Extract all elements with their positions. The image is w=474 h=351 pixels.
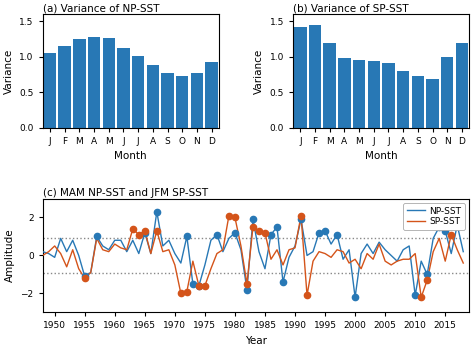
NP-SST (430, 236, 436, 240)
SP-SST (448, 232, 454, 237)
SP-SST (40, 253, 46, 258)
NP-SST (154, 210, 160, 214)
Bar (456, 43, 468, 128)
Bar (411, 76, 424, 128)
Bar (146, 65, 159, 128)
Bar (44, 53, 56, 128)
SP-SST (419, 295, 424, 299)
Bar (397, 71, 410, 128)
SP-SST (100, 248, 106, 252)
Y-axis label: Variance: Variance (254, 48, 264, 94)
SP-SST (460, 261, 466, 265)
NP-SST (250, 217, 256, 221)
SP-SST (250, 225, 256, 229)
Bar (426, 79, 439, 128)
Line: NP-SST: NP-SST (43, 212, 463, 297)
Bar (309, 25, 321, 128)
Bar (323, 43, 336, 128)
Bar (88, 37, 100, 128)
Bar (161, 73, 174, 128)
Bar (205, 62, 218, 128)
Bar (58, 46, 71, 128)
X-axis label: Month: Month (365, 152, 397, 161)
Legend: NP-SST, SP-SST: NP-SST, SP-SST (403, 203, 465, 230)
SP-SST (52, 244, 57, 248)
Bar (132, 56, 145, 128)
NP-SST (52, 255, 57, 259)
Bar (73, 39, 86, 128)
NP-SST (298, 217, 304, 221)
Line: SP-SST: SP-SST (43, 216, 463, 297)
X-axis label: Year: Year (245, 336, 267, 346)
Bar (367, 61, 380, 128)
Bar (294, 27, 307, 128)
NP-SST (100, 244, 106, 248)
Bar (176, 76, 189, 128)
Text: (c) MAM NP-SST and JFM SP-SST: (c) MAM NP-SST and JFM SP-SST (43, 188, 208, 198)
Bar (191, 73, 203, 128)
NP-SST (460, 250, 466, 254)
Bar (353, 60, 365, 128)
Bar (441, 58, 454, 128)
NP-SST (352, 295, 358, 299)
Bar (382, 63, 395, 128)
Y-axis label: Amplitude: Amplitude (5, 229, 15, 282)
NP-SST (40, 250, 46, 254)
SP-SST (298, 213, 304, 218)
Bar (117, 48, 130, 128)
Y-axis label: Variance: Variance (4, 48, 14, 94)
X-axis label: Month: Month (115, 152, 147, 161)
SP-SST (430, 250, 436, 254)
Bar (102, 38, 115, 128)
Bar (338, 58, 351, 128)
NP-SST (448, 251, 454, 256)
Text: (b) Variance of SP-SST: (b) Variance of SP-SST (293, 3, 409, 13)
Text: (a) Variance of NP-SST: (a) Variance of NP-SST (43, 3, 159, 13)
SP-SST (226, 213, 232, 218)
